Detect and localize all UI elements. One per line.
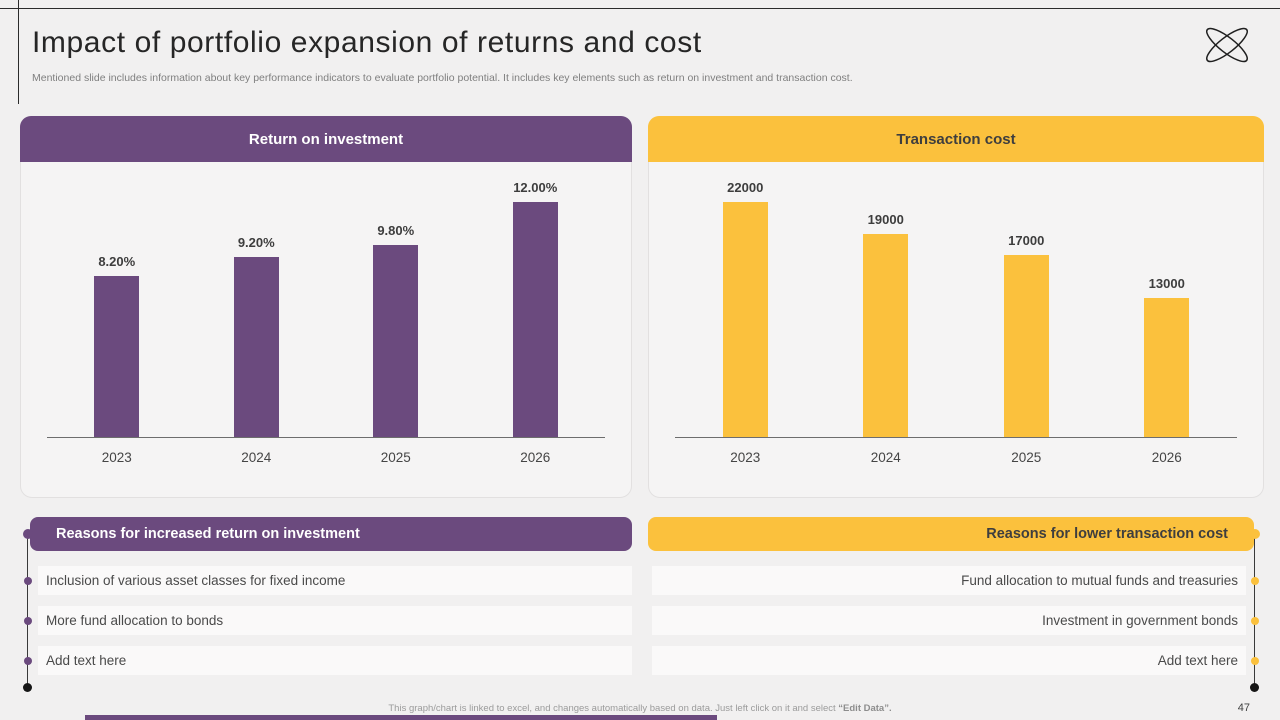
bar[interactable] — [94, 276, 140, 437]
bar-value-label: 9.20% — [237, 235, 275, 250]
footer-note: This graph/chart is linked to excel, and… — [0, 703, 1280, 714]
x-axis-line — [47, 437, 605, 438]
page-title: Impact of portfolio expansion of returns… — [32, 26, 702, 59]
x-axis-label: 2025 — [1011, 450, 1042, 465]
roi-chart-plot: 8.20% 9.20% 9.80% 12.00% — [21, 162, 631, 437]
connector-end-dot — [23, 683, 32, 692]
list-item-label: Fund allocation to mutual funds and trea… — [961, 573, 1238, 588]
x-axis-label: 2024 — [870, 450, 901, 465]
bullet-dot — [23, 656, 32, 665]
roi-reasons-list: Reasons for increased return on investme… — [20, 517, 632, 695]
bar-value-label: 17000 — [1008, 233, 1045, 248]
transaction-cost-chart-panel[interactable]: Transaction cost 22000 19000 17000 13000… — [648, 116, 1264, 498]
x-axis-label: 2026 — [1151, 450, 1182, 465]
page-number: 47 — [1237, 702, 1250, 714]
footer-note-text: This graph/chart is linked to excel, and… — [388, 703, 839, 714]
bar-value-label: 8.20% — [98, 254, 136, 269]
bar[interactable] — [1003, 255, 1049, 437]
transaction-cost-chart-plot: 22000 19000 17000 13000 — [649, 162, 1263, 437]
x-axis-labels: 2023 2024 2025 2026 — [649, 438, 1263, 465]
bar-group: 9.20% — [187, 235, 327, 437]
list-item[interactable]: Inclusion of various asset classes for f… — [38, 566, 632, 595]
bar[interactable] — [373, 245, 419, 437]
x-axis-label: 2023 — [730, 450, 761, 465]
bullet-dot — [1250, 616, 1259, 625]
bottom-accent-strip — [85, 715, 717, 720]
transaction-reasons-header: Reasons for lower transaction cost — [648, 517, 1254, 551]
connector-end-dot — [1250, 683, 1259, 692]
list-item[interactable]: More fund allocation to bonds — [38, 606, 632, 635]
list-item[interactable]: Investment in government bonds — [652, 606, 1246, 635]
transaction-reasons-list: Reasons for lower transaction cost Fund … — [648, 517, 1264, 695]
title-left-rule — [18, 0, 19, 104]
roi-chart-panel[interactable]: Return on investment 8.20% 9.20% 9.80% 1… — [20, 116, 632, 498]
list-item-label: Investment in government bonds — [1042, 613, 1238, 628]
transaction-cost-chart-title: Transaction cost — [896, 130, 1016, 148]
bullet-dot — [23, 616, 32, 625]
title-block: Impact of portfolio expansion of returns… — [32, 26, 1162, 84]
page-subtitle: Mentioned slide includes information abo… — [32, 72, 853, 84]
bow-loops-icon — [1206, 27, 1248, 63]
transaction-reasons-title: Reasons for lower transaction cost — [986, 526, 1228, 542]
bullet-dot — [1250, 576, 1259, 585]
x-axis-line — [675, 437, 1237, 438]
bar-group: 19000 — [816, 212, 957, 437]
bar[interactable] — [1144, 298, 1190, 437]
bar-value-label: 22000 — [727, 180, 764, 195]
bar[interactable] — [863, 234, 909, 437]
transaction-cost-chart-header: Transaction cost — [648, 116, 1264, 162]
bullet-dot — [1250, 656, 1259, 665]
list-item[interactable]: Add text here — [652, 646, 1246, 675]
connector-dot — [1249, 529, 1260, 539]
bar-value-label: 13000 — [1148, 276, 1185, 291]
x-axis-label: 2026 — [520, 450, 551, 465]
bar[interactable] — [512, 202, 558, 437]
bar-group: 12.00% — [466, 180, 606, 437]
roi-reasons-header: Reasons for increased return on investme… — [30, 517, 632, 551]
x-axis-labels: 2023 2024 2025 2026 — [21, 438, 631, 465]
bar-group: 17000 — [956, 233, 1097, 437]
connector-dot — [22, 529, 33, 539]
footer-note-emphasis: “Edit Data”. — [838, 703, 892, 714]
bullet-dot — [23, 576, 32, 585]
bar-group: 8.20% — [47, 254, 187, 437]
list-item[interactable]: Fund allocation to mutual funds and trea… — [652, 566, 1246, 595]
bar-value-label: 19000 — [867, 212, 904, 227]
list-item[interactable]: Add text here — [38, 646, 632, 675]
roi-chart-header: Return on investment — [20, 116, 632, 162]
roi-reasons-title: Reasons for increased return on investme… — [56, 526, 360, 542]
list-item-label: Add text here — [46, 653, 127, 668]
roi-chart-title: Return on investment — [248, 130, 404, 148]
list-item-label: Add text here — [1157, 653, 1238, 668]
top-rule — [0, 8, 1280, 9]
x-axis-label: 2024 — [241, 450, 272, 465]
connector-line — [27, 534, 28, 688]
x-axis-label: 2025 — [380, 450, 411, 465]
list-item-label: Inclusion of various asset classes for f… — [46, 573, 346, 588]
bar[interactable] — [233, 257, 279, 437]
list-item-label: More fund allocation to bonds — [46, 613, 224, 628]
connector-line — [1254, 534, 1255, 688]
bar-group: 22000 — [675, 180, 816, 437]
bar[interactable] — [722, 202, 768, 437]
bar-value-label: 9.80% — [377, 223, 415, 238]
bar-group: 13000 — [1097, 276, 1238, 437]
x-axis-label: 2023 — [101, 450, 132, 465]
bar-group: 9.80% — [326, 223, 466, 437]
bar-value-label: 12.00% — [513, 180, 558, 195]
